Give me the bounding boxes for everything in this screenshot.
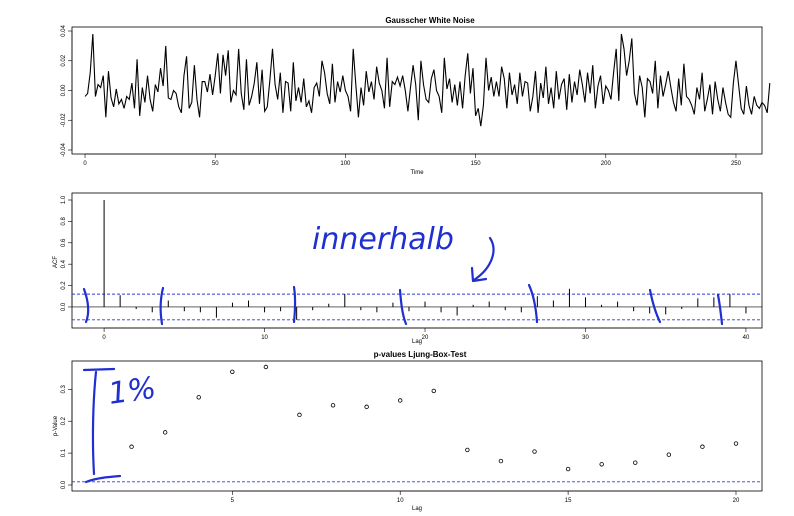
lb-x-tick-label: 10 bbox=[397, 498, 404, 504]
lb-point bbox=[666, 452, 672, 457]
lb-y-tick-label: 0.2 bbox=[61, 416, 67, 425]
lb-x-tick-label: 20 bbox=[733, 498, 740, 504]
acf-x-tick-label: 40 bbox=[743, 335, 750, 341]
annotation-bracket-spine bbox=[91, 370, 98, 476]
annotation-arrow-shaft bbox=[472, 236, 495, 282]
annotation-bracket-4 bbox=[398, 288, 408, 326]
lb-points bbox=[129, 364, 739, 472]
ts-title: Gausscher White Noise bbox=[385, 16, 475, 25]
lb-point bbox=[565, 466, 571, 472]
ts-y-tick-label: 0.02 bbox=[61, 54, 67, 66]
annotation-bracket-top bbox=[82, 367, 116, 372]
annotation-bracket-3 bbox=[292, 285, 297, 324]
lb-plot-frame bbox=[71, 360, 763, 492]
annotation-arrow-head bbox=[470, 266, 488, 283]
acf-plot-frame bbox=[71, 192, 763, 329]
lb-point bbox=[330, 403, 336, 408]
lb-point bbox=[733, 441, 739, 446]
lb-point bbox=[297, 412, 302, 418]
lb-point bbox=[162, 430, 168, 435]
acf-x-tick-label: 10 bbox=[261, 335, 268, 341]
annotation-innerhalb: innerhalb bbox=[312, 222, 454, 257]
ts-y-tick-label: -0.04 bbox=[61, 143, 67, 157]
ts-x-tick-label: 150 bbox=[471, 161, 482, 167]
acf-y-axis: 0.0 0.2 0.4 0.6 0.8 1.0 bbox=[61, 195, 73, 311]
acf-y-tick-label: 0.2 bbox=[61, 281, 67, 290]
time-series-panel: Gausscher White Noise -0.04 -0.02 0.00 0.02… bbox=[61, 16, 771, 176]
lb-x-tick-label: 5 bbox=[231, 498, 235, 504]
lb-point bbox=[398, 398, 403, 403]
annotation-bracket-5 bbox=[527, 283, 539, 324]
ts-x-tick-label: 0 bbox=[83, 161, 87, 167]
ts-x-tick-label: 100 bbox=[340, 161, 351, 167]
lb-y-tick-label: 0.3 bbox=[61, 384, 67, 393]
annotation-bracket-bottom bbox=[84, 474, 122, 484]
ts-x-tick-label: 50 bbox=[212, 161, 219, 167]
acf-y-tick-label: 0.0 bbox=[61, 302, 67, 311]
acf-x-axis: 0 10 20 30 40 bbox=[102, 327, 750, 341]
lb-point bbox=[465, 447, 470, 453]
ts-x-tick-label: 200 bbox=[601, 161, 612, 167]
lb-point bbox=[263, 364, 269, 370]
lb-title: p-values Ljung-Box-Test bbox=[374, 350, 467, 359]
lb-y-label: p-Value bbox=[53, 415, 59, 436]
acf-x-label: Lag bbox=[412, 339, 422, 345]
acf-y-tick-label: 0.4 bbox=[61, 259, 67, 268]
acf-x-tick-label: 20 bbox=[422, 335, 429, 341]
ts-series-line bbox=[84, 33, 771, 127]
ljung-box-panel: p-values Ljung-Box-Test 0.0 0.1 0.2 0.3 5 10… bbox=[53, 350, 763, 512]
annotation-bracket-6 bbox=[648, 288, 662, 324]
annotation-one-percent: 1% bbox=[106, 371, 158, 412]
ts-x-tick-label: 250 bbox=[731, 161, 742, 167]
acf-y-tick-label: 0.6 bbox=[61, 238, 67, 247]
annotation-bracket-7 bbox=[716, 293, 724, 326]
lb-y-tick-label: 0.0 bbox=[61, 480, 67, 489]
ts-x-axis: 0 50 100 150 200 250 bbox=[83, 153, 742, 167]
lb-point bbox=[498, 458, 504, 464]
ts-y-tick-label: 0.00 bbox=[61, 84, 67, 96]
lb-point bbox=[129, 444, 134, 449]
acf-y-tick-label: 1.0 bbox=[61, 195, 67, 204]
lb-point bbox=[700, 444, 705, 449]
lb-point bbox=[230, 369, 235, 374]
ts-y-tick-label: -0.02 bbox=[61, 113, 67, 127]
lb-point bbox=[532, 449, 537, 454]
lb-x-axis: 5 10 15 20 bbox=[231, 490, 740, 504]
acf-y-label: ACF bbox=[53, 256, 59, 268]
lb-y-axis: 0.0 0.1 0.2 0.3 bbox=[61, 384, 73, 489]
lb-point bbox=[599, 462, 604, 467]
lb-x-tick-label: 15 bbox=[565, 498, 572, 504]
acf-panel: 0.0 0.2 0.4 0.6 0.8 1.0 0 10 20 30 40 Lag ACF inn… bbox=[53, 192, 763, 345]
lb-y-tick-label: 0.1 bbox=[61, 448, 67, 457]
ts-plot-frame bbox=[71, 26, 763, 155]
lb-point bbox=[633, 460, 638, 465]
ts-y-tick-label: 0.04 bbox=[61, 25, 67, 37]
acf-bars bbox=[103, 200, 747, 320]
acf-y-tick-label: 0.8 bbox=[61, 217, 67, 226]
lb-point bbox=[431, 388, 436, 394]
ts-y-axis: -0.04 -0.02 0.00 0.02 0.04 bbox=[61, 25, 73, 157]
lb-point bbox=[364, 404, 369, 410]
ts-x-label: Time bbox=[410, 170, 424, 176]
acf-x-tick-label: 0 bbox=[102, 335, 106, 341]
annotation-bracket-2 bbox=[159, 286, 165, 326]
lb-point bbox=[196, 395, 201, 400]
lb-x-label: Lag bbox=[412, 506, 422, 512]
acf-x-tick-label: 30 bbox=[582, 335, 589, 341]
annotation-bracket-1 bbox=[82, 287, 90, 324]
